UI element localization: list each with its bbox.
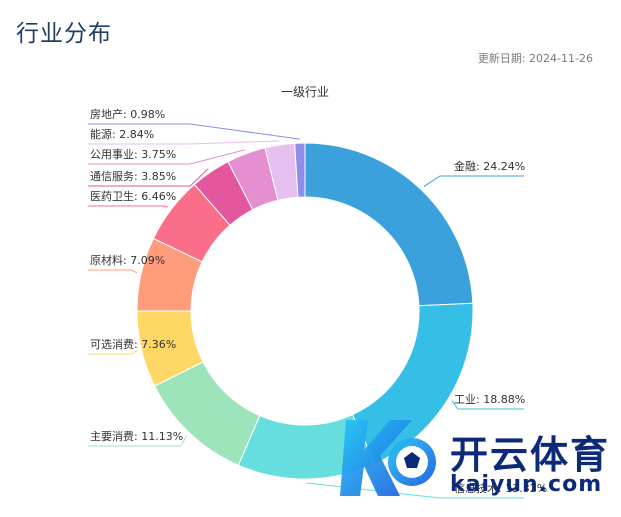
leader-line-10 (88, 123, 300, 140)
slice-label-1: 工业: 18.88% (454, 393, 525, 406)
brand-logo-icon (340, 420, 436, 496)
leader-line-0 (423, 175, 524, 188)
donut-slice-0[interactable] (304, 142, 474, 307)
donut-slice-10[interactable] (294, 142, 306, 198)
leader-line-6 (88, 205, 169, 208)
leader-line-3 (88, 435, 188, 447)
watermark-url: kaiyun.com (450, 472, 603, 497)
leader-line-5 (88, 269, 138, 274)
chart-title: 一级行业 (281, 85, 329, 99)
slice-label-7: 通信服务: 3.85% (90, 170, 176, 183)
watermark-brand: 开云体育 (450, 433, 611, 477)
slice-label-6: 医药卫生: 6.46% (90, 189, 176, 203)
slice-label-4: 可选消费: 7.36% (90, 337, 176, 351)
page-title: 行业分布 (16, 21, 112, 47)
leader-line-1 (451, 400, 524, 410)
leader-line-9 (88, 140, 280, 145)
slice-label-2: 信息技术: 13.32% (454, 481, 547, 495)
leader-line-4 (88, 349, 138, 355)
slice-label-10: 房地产: 0.98% (90, 107, 165, 121)
leader-line-8 (88, 149, 245, 165)
update-date: 更新日期: 2024-11-26 (477, 52, 593, 65)
slice-label-3: 主要消费: 11.13% (90, 429, 183, 443)
slice-label-5: 原材料: 7.09% (90, 253, 165, 267)
watermark: 开云体育 kaiyun.com (338, 410, 618, 506)
slice-label-9: 能源: 2.84% (90, 127, 154, 141)
slice-label-0: 金融: 24.24% (454, 159, 525, 173)
slice-label-8: 公用事业: 3.75% (90, 148, 176, 161)
leader-line-7 (88, 168, 209, 187)
